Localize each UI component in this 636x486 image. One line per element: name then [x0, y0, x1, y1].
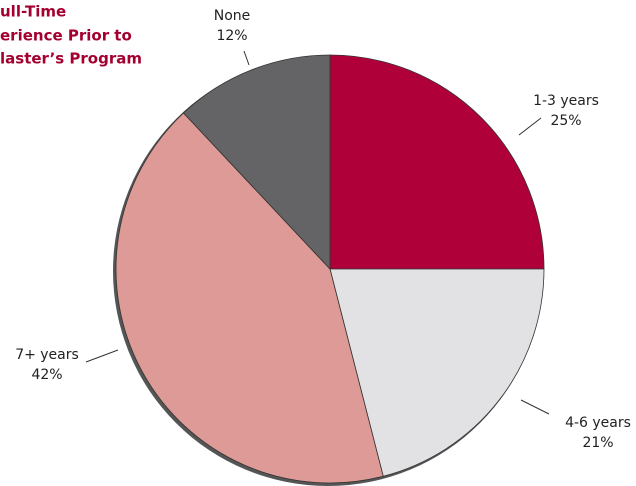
chart-title: ull-Time [0, 3, 66, 21]
slice-value-label: 21% [582, 435, 613, 451]
pie-slice [329, 268, 545, 477]
pie-slice [182, 54, 331, 271]
slice-value-label: 25% [550, 113, 581, 129]
chart-title: erience Prior to [0, 27, 132, 45]
leader-line [243, 50, 250, 66]
leader-line [520, 399, 550, 415]
slice-label: 1-3 years [533, 93, 599, 109]
leader-line [518, 117, 542, 136]
slice-label: 7+ years [15, 347, 79, 363]
slice-value-label: 12% [216, 28, 247, 44]
pie-slice [115, 112, 384, 484]
leader-line [85, 349, 119, 363]
pie-slice [329, 54, 545, 270]
slice-label: None [214, 8, 251, 24]
slice-label: 4-6 years [565, 415, 631, 431]
slice-value-label: 42% [31, 367, 62, 383]
chart-title: laster’s Program [0, 50, 142, 68]
